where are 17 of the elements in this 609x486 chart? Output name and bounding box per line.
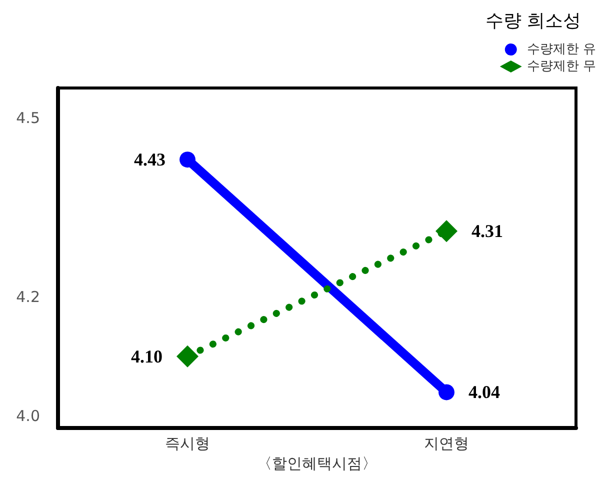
x-axis-title: 〈할인혜택시점〉 xyxy=(257,454,377,472)
data-label: 4.43 xyxy=(134,150,166,170)
legend-label: 수량제한 유 xyxy=(526,42,596,57)
data-label: 4.04 xyxy=(468,382,500,402)
y-tick-label: 4.0 xyxy=(16,407,40,426)
data-label: 4.31 xyxy=(472,221,503,242)
data-label: 4.10 xyxy=(131,346,162,366)
y-tick-label: 4.5 xyxy=(16,108,40,127)
legend-label: 수량제한 무 xyxy=(526,59,596,74)
point xyxy=(438,384,454,400)
legend-title: 수량 희소성 xyxy=(485,10,582,32)
x-tick-label: 즉시형 xyxy=(165,434,210,452)
y-tick-label: 4.2 xyxy=(16,288,40,306)
x-tick-label: 지연형 xyxy=(424,434,469,452)
point xyxy=(436,220,458,242)
point xyxy=(180,152,196,168)
point xyxy=(176,345,198,368)
